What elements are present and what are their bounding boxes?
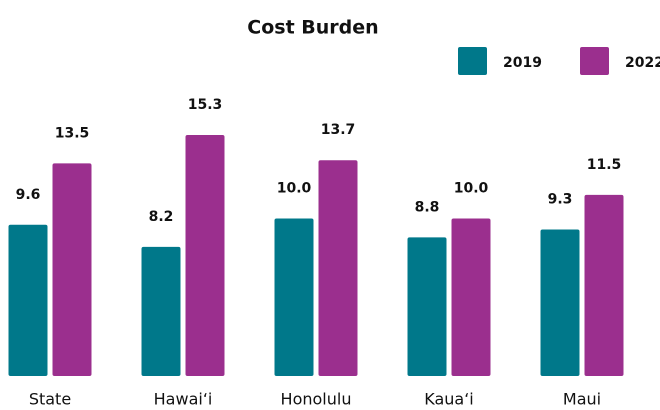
bar [540,229,580,376]
bar [185,135,225,376]
data-label: 13.7 [321,122,356,138]
bar [141,246,181,376]
chart-title: Cost Burden [247,17,378,39]
data-label: 10.0 [454,181,489,197]
legend-swatch [458,47,487,75]
x-tick-label: Honolulu [281,390,352,409]
data-label: 10.0 [277,181,312,197]
data-label: 8.8 [415,199,440,215]
data-label: 15.3 [188,97,223,113]
bar [8,224,48,376]
bar [52,163,92,376]
bar [318,160,358,376]
x-tick-label: Hawai‘i [154,390,213,409]
legend-label: 2022 [625,55,660,71]
data-label: 11.5 [587,157,622,173]
bar [407,237,447,376]
x-tick-label: Maui [563,390,601,409]
bar [451,218,491,376]
data-label: 13.5 [55,125,90,141]
legend-label: 2019 [503,55,542,71]
data-label: 9.6 [16,187,41,203]
data-label: 8.2 [149,209,174,225]
x-tick-label: Kaua‘i [424,390,474,409]
bar [274,218,314,376]
data-label: 9.3 [548,192,573,208]
legend-swatch [580,47,609,75]
bar [584,194,624,376]
x-tick-label: State [29,390,71,409]
